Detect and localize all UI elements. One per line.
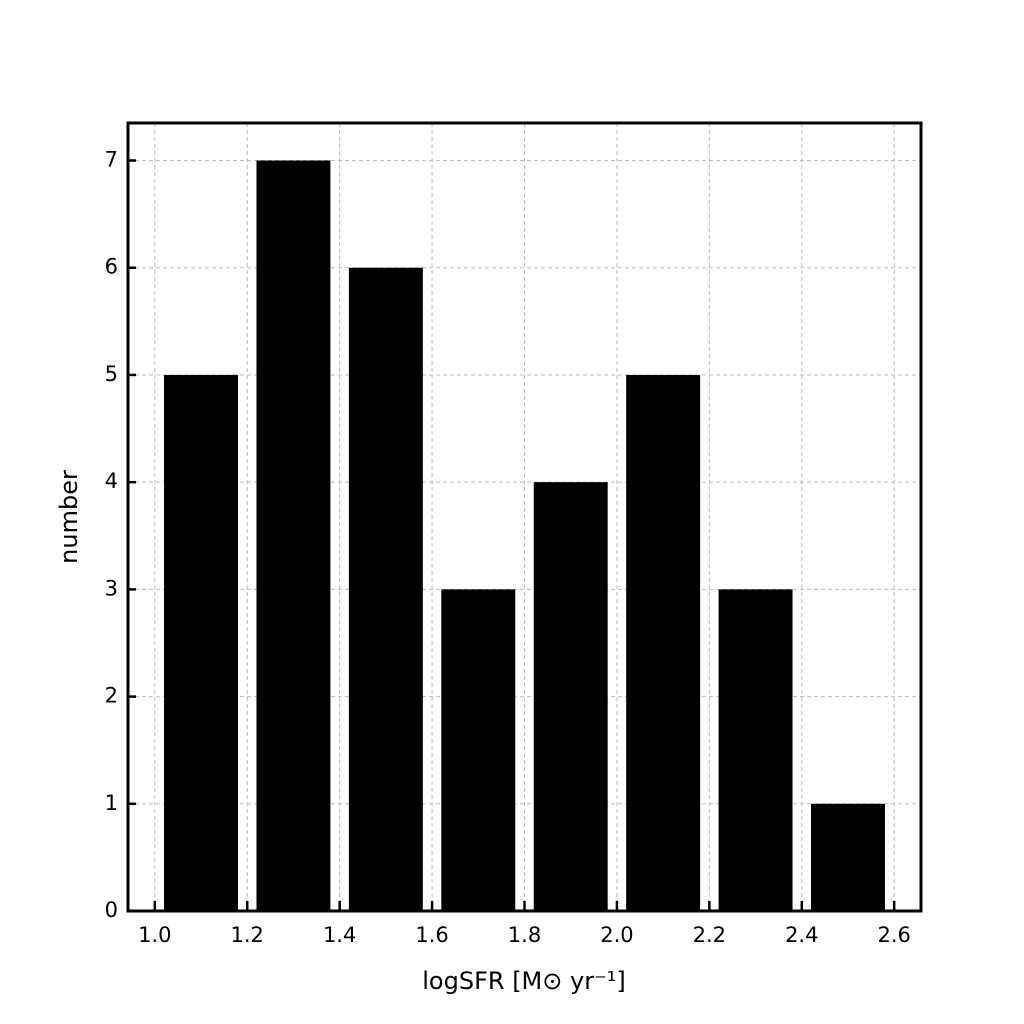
y-axis-label: number — [55, 470, 83, 564]
bar — [256, 160, 331, 911]
y-tick-label: 7 — [105, 148, 118, 172]
x-axis-label: logSFR [M⊙ yr⁻¹] — [422, 967, 625, 995]
x-tick-label: 2.6 — [877, 923, 910, 947]
x-tick-label: 2.4 — [785, 923, 818, 947]
bar — [164, 374, 238, 912]
y-tick-label: 6 — [105, 255, 118, 279]
x-tick-label: 2.2 — [693, 923, 726, 947]
bar — [811, 803, 885, 911]
bar — [626, 374, 701, 912]
bar — [441, 589, 516, 911]
y-tick-label: 5 — [105, 362, 118, 386]
y-tick-label: 0 — [105, 898, 118, 922]
x-tick-label: 1.8 — [508, 923, 541, 947]
bar — [533, 482, 608, 911]
y-tick-label: 2 — [105, 684, 118, 708]
x-tick-label: 1.4 — [323, 923, 356, 947]
x-tick-label: 1.0 — [138, 923, 171, 947]
bar — [348, 267, 423, 911]
plot-frame — [126, 121, 923, 913]
x-tick-label: 2.0 — [600, 923, 633, 947]
y-tick-label: 4 — [105, 469, 118, 493]
y-tick-label: 3 — [105, 576, 118, 600]
x-tick-label: 1.6 — [415, 923, 448, 947]
x-tick-label: 1.2 — [231, 923, 264, 947]
bar — [718, 589, 793, 911]
y-tick-label: 1 — [105, 791, 118, 815]
